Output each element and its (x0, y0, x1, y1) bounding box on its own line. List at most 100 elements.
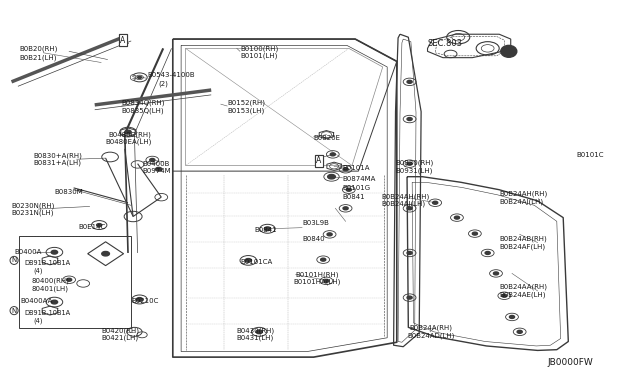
Circle shape (407, 296, 412, 299)
Text: B0230N(RH): B0230N(RH) (12, 202, 55, 209)
Circle shape (509, 315, 515, 318)
Circle shape (264, 227, 271, 231)
Text: B0B24AH(RH): B0B24AH(RH) (381, 193, 429, 200)
Circle shape (67, 278, 72, 281)
Text: B0841: B0841 (255, 227, 277, 233)
Text: B0101A: B0101A (342, 165, 370, 171)
Circle shape (156, 167, 162, 171)
Circle shape (51, 300, 58, 304)
Text: B0153(LH): B0153(LH) (227, 107, 264, 114)
Text: B0B24AH(RH): B0B24AH(RH) (499, 191, 547, 198)
Circle shape (346, 188, 351, 191)
Circle shape (472, 232, 477, 235)
Ellipse shape (501, 45, 517, 57)
Text: B0B24AJ(LH): B0B24AJ(LH) (499, 198, 543, 205)
Text: A: A (316, 156, 321, 165)
Text: B0101G: B0101G (342, 185, 371, 191)
Text: B0210C: B0210C (131, 298, 159, 304)
Circle shape (407, 80, 412, 83)
Text: B0400A: B0400A (14, 249, 42, 255)
Text: B0830(RH): B0830(RH) (396, 160, 434, 166)
Circle shape (138, 76, 141, 78)
Circle shape (150, 158, 155, 161)
Text: N: N (12, 257, 17, 263)
Text: A: A (120, 36, 125, 45)
Text: B0974M: B0974M (142, 168, 171, 174)
Circle shape (324, 279, 329, 282)
Text: DB91B-10B1A: DB91B-10B1A (24, 310, 70, 316)
Text: A: A (316, 156, 321, 165)
Text: B0231N(LH): B0231N(LH) (12, 209, 54, 216)
Text: B0100(RH): B0100(RH) (240, 45, 278, 52)
Circle shape (493, 272, 499, 275)
Circle shape (330, 153, 335, 156)
Circle shape (454, 216, 460, 219)
Text: B0421(LH): B0421(LH) (101, 334, 138, 341)
Text: B0101HA(LH): B0101HA(LH) (293, 279, 340, 285)
Text: B0101CA: B0101CA (240, 259, 272, 265)
Text: B0B24AJ(LH): B0B24AJ(LH) (381, 201, 426, 207)
Text: B0B24AF(LH): B0B24AF(LH) (499, 243, 545, 250)
Text: 80400(RH): 80400(RH) (32, 278, 70, 284)
Circle shape (407, 251, 412, 254)
Text: B0101(LH): B0101(LH) (240, 52, 277, 59)
Circle shape (501, 47, 516, 56)
Text: SEC.803: SEC.803 (428, 39, 463, 48)
Text: B0480EA(LH): B0480EA(LH) (106, 139, 152, 145)
Circle shape (407, 207, 412, 210)
Text: B0830+A(RH): B0830+A(RH) (33, 152, 82, 159)
Text: B0101H(RH): B0101H(RH) (296, 271, 339, 278)
Circle shape (327, 233, 332, 236)
Text: B0B24AD(LH): B0B24AD(LH) (407, 332, 454, 339)
Circle shape (321, 258, 326, 261)
Circle shape (136, 298, 143, 301)
Text: 80401(LH): 80401(LH) (32, 285, 69, 292)
Text: B0840: B0840 (302, 236, 324, 242)
Text: B03L9B: B03L9B (302, 220, 329, 226)
Text: B0480C(RH): B0480C(RH) (109, 131, 152, 138)
Text: B0B21(LH): B0B21(LH) (19, 54, 57, 61)
Circle shape (517, 330, 522, 333)
Text: B0420(RH): B0420(RH) (101, 327, 139, 334)
Text: A: A (120, 36, 125, 45)
Text: B0101C: B0101C (576, 153, 604, 158)
Text: B0830M: B0830M (54, 189, 83, 195)
Circle shape (407, 162, 412, 165)
Text: (4): (4) (33, 317, 43, 324)
Text: B0820E: B0820E (314, 135, 340, 141)
Text: B0431(LH): B0431(LH) (237, 334, 274, 341)
Text: S: S (131, 75, 135, 80)
Text: B0B24AA(RH): B0B24AA(RH) (499, 284, 547, 291)
Text: B0400AA: B0400AA (20, 298, 53, 304)
Circle shape (51, 250, 58, 254)
Text: B0B24AB(RH): B0B24AB(RH) (499, 235, 547, 242)
Text: B0400B: B0400B (142, 161, 170, 167)
Circle shape (102, 251, 109, 256)
Text: B0543-4100B: B0543-4100B (147, 72, 195, 78)
Text: B0835Q(LH): B0835Q(LH) (122, 107, 164, 114)
Text: (2): (2) (159, 80, 168, 87)
Text: B0841: B0841 (342, 194, 365, 200)
Text: B0834Q(RH): B0834Q(RH) (122, 100, 165, 106)
Text: DB91B-10B1A: DB91B-10B1A (24, 260, 70, 266)
Text: B0931(LH): B0931(LH) (396, 167, 433, 174)
Text: B0E14C: B0E14C (78, 224, 106, 230)
Circle shape (343, 207, 348, 210)
Circle shape (256, 330, 262, 334)
Circle shape (97, 224, 102, 227)
Circle shape (343, 168, 348, 171)
Text: B0B24A(RH): B0B24A(RH) (410, 325, 452, 331)
Circle shape (125, 130, 131, 134)
Circle shape (433, 201, 438, 204)
Text: B0831+A(LH): B0831+A(LH) (33, 160, 81, 166)
Text: JB0000FW: JB0000FW (548, 358, 593, 367)
Text: B0B20(RH): B0B20(RH) (19, 45, 58, 52)
Circle shape (328, 174, 335, 179)
Text: B0430(RH): B0430(RH) (237, 327, 275, 334)
Circle shape (245, 259, 252, 262)
Text: B0874MA: B0874MA (342, 176, 376, 182)
Circle shape (485, 251, 490, 254)
Circle shape (502, 294, 507, 297)
Text: B0B24AE(LH): B0B24AE(LH) (499, 291, 546, 298)
Text: B0152(RH): B0152(RH) (227, 100, 265, 106)
